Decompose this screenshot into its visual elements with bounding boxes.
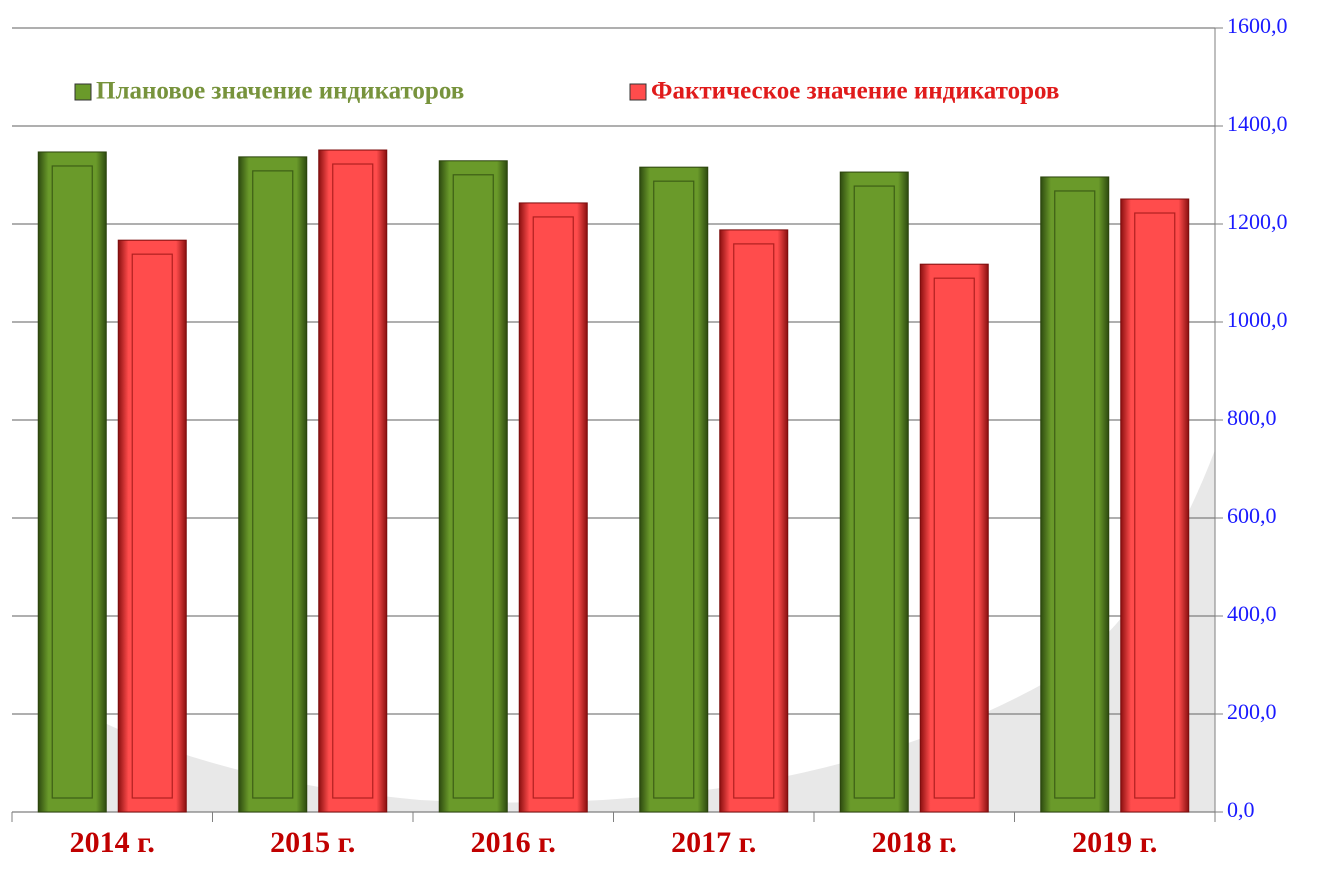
y-tick-label: 1200,0	[1227, 209, 1288, 234]
bar-bevel	[252, 170, 294, 799]
x-tick-label: 2014 г.	[70, 826, 155, 859]
bar-bevel	[532, 216, 574, 799]
legend-swatch	[74, 83, 92, 101]
y-tick-label: 1000,0	[1227, 307, 1288, 332]
bar-bevel	[733, 243, 775, 799]
bar	[518, 202, 588, 813]
x-tick-label: 2019 г.	[1072, 826, 1157, 859]
bar	[37, 151, 107, 813]
legend-label: Плановое значение индикаторов	[96, 78, 464, 105]
bar-bevel	[332, 163, 374, 799]
bar	[639, 166, 709, 813]
bar-bevel	[853, 185, 895, 799]
x-tick-label: 2015 г.	[270, 826, 355, 859]
y-tick-label: 600,0	[1227, 503, 1277, 528]
bar-bevel	[1054, 190, 1096, 799]
bar	[1120, 198, 1190, 813]
bar-bevel	[452, 174, 494, 799]
bar	[117, 239, 187, 813]
bar	[438, 160, 508, 813]
bar	[839, 171, 909, 813]
bar-bevel	[51, 165, 93, 799]
bar	[238, 156, 308, 813]
bar	[919, 263, 989, 813]
y-tick-label: 200,0	[1227, 699, 1277, 724]
legend-label: Фактическое значение индикаторов	[651, 78, 1059, 105]
y-tick-label: 1400,0	[1227, 111, 1288, 136]
legend-swatch	[629, 83, 647, 101]
bar	[719, 229, 789, 813]
y-tick-label: 0,0	[1227, 797, 1255, 822]
y-tick-label: 400,0	[1227, 601, 1277, 626]
x-tick-label: 2016 г.	[471, 826, 556, 859]
bar-bevel	[653, 180, 695, 799]
bar-bevel	[131, 253, 173, 799]
bar	[1040, 176, 1110, 813]
x-tick-label: 2018 г.	[872, 826, 957, 859]
bar	[318, 149, 388, 813]
y-tick-label: 1600,0	[1227, 13, 1288, 38]
y-tick-label: 800,0	[1227, 405, 1277, 430]
x-tick-label: 2017 г.	[671, 826, 756, 859]
bar-bevel	[1134, 212, 1176, 799]
bar-bevel	[933, 277, 975, 799]
